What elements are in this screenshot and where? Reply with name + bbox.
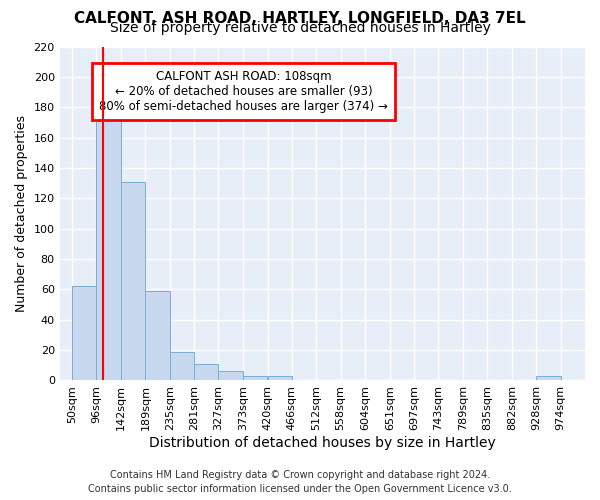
Bar: [170, 352, 194, 380]
Y-axis label: Number of detached properties: Number of detached properties: [15, 115, 28, 312]
Bar: [96, 106, 121, 380]
Bar: [121, 182, 145, 380]
Bar: [145, 291, 170, 380]
Text: Size of property relative to detached houses in Hartley: Size of property relative to detached ho…: [110, 21, 490, 35]
Text: Contains HM Land Registry data © Crown copyright and database right 2024.
Contai: Contains HM Land Registry data © Crown c…: [88, 470, 512, 494]
Bar: [194, 364, 218, 380]
X-axis label: Distribution of detached houses by size in Hartley: Distribution of detached houses by size …: [149, 436, 496, 450]
Bar: [536, 376, 560, 380]
Bar: [268, 376, 292, 380]
Bar: [72, 286, 96, 380]
Text: CALFONT ASH ROAD: 108sqm
← 20% of detached houses are smaller (93)
80% of semi-d: CALFONT ASH ROAD: 108sqm ← 20% of detach…: [99, 70, 388, 113]
Bar: [218, 372, 243, 380]
Bar: [243, 376, 267, 380]
Text: CALFONT, ASH ROAD, HARTLEY, LONGFIELD, DA3 7EL: CALFONT, ASH ROAD, HARTLEY, LONGFIELD, D…: [74, 11, 526, 26]
